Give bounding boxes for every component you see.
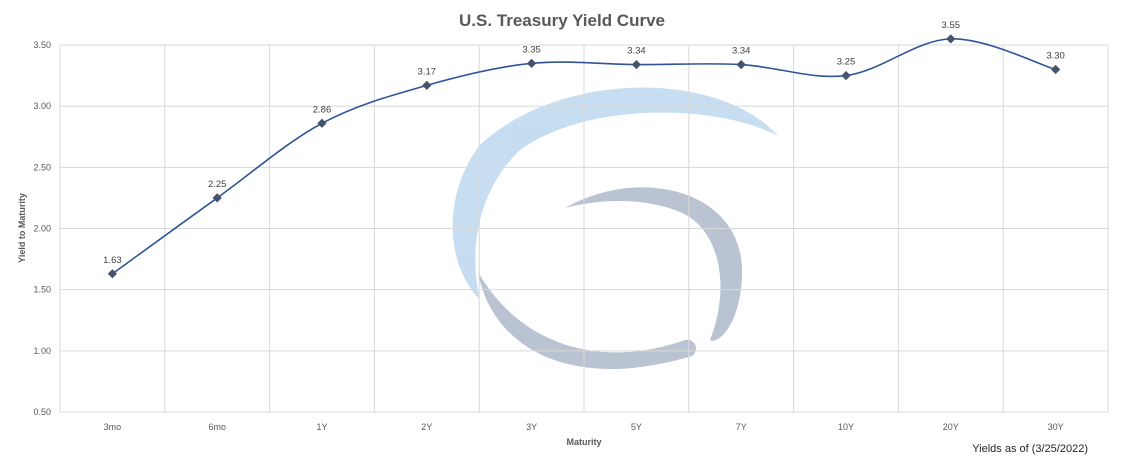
x-tick-label: 7Y <box>736 422 747 432</box>
watermark-logo <box>452 87 778 369</box>
data-label: 3.55 <box>942 20 961 31</box>
x-axis-title: Maturity <box>566 437 601 447</box>
axes: 0.50 1.00 1.50 2.00 2.50 3.00 3.50 3mo 6mo 1Y 2Y 3Y… <box>33 40 1063 432</box>
data-label: 2.86 <box>313 104 332 115</box>
data-label: 3.30 <box>1046 50 1065 61</box>
x-tick-label: 10Y <box>838 422 854 432</box>
data-point-marker <box>946 34 956 44</box>
data-label: 3.25 <box>837 57 856 68</box>
data-label: 2.25 <box>208 179 227 190</box>
data-label: 3.34 <box>627 46 646 57</box>
data-point-marker <box>736 59 746 70</box>
gridlines <box>59 44 1109 413</box>
y-tick-label: 1.50 <box>33 285 51 295</box>
x-tick-label: 5Y <box>631 422 642 432</box>
y-tick-label: 3.00 <box>33 101 51 111</box>
data-point-marker <box>422 80 432 90</box>
data-point-marker <box>631 59 642 70</box>
x-tick-label: 1Y <box>316 422 327 432</box>
data-labels: 1.63 2.25 2.86 3.17 3.35 3.34 3.34 3.25 3.55 3.30 <box>103 20 1065 266</box>
x-tick-label: 20Y <box>943 422 959 432</box>
y-tick-label: 0.50 <box>33 407 51 417</box>
x-tick-label: 2Y <box>421 422 432 432</box>
x-tick-label: 6mo <box>208 422 226 432</box>
series-markers <box>107 34 1061 279</box>
data-point-marker <box>107 269 118 279</box>
watermark-lower-swoosh <box>565 187 743 341</box>
y-tick-label: 2.00 <box>33 224 51 234</box>
series-line <box>111 38 1056 275</box>
data-label: 3.35 <box>522 44 541 55</box>
data-point-marker <box>1050 64 1061 75</box>
data-point-marker <box>212 193 222 203</box>
data-label: 1.63 <box>103 255 122 266</box>
yield-line <box>111 38 1056 275</box>
data-label: 3.34 <box>732 46 751 57</box>
data-point-marker <box>317 118 327 128</box>
x-tick-label: 30Y <box>1048 422 1064 432</box>
watermark-upper-swoosh <box>452 87 778 300</box>
x-tick-label: 3mo <box>104 422 122 432</box>
data-point-marker <box>526 58 537 68</box>
x-tick-label: 3Y <box>526 422 537 432</box>
y-tick-label: 1.00 <box>33 346 51 356</box>
y-axis-title: Yield to Maturity <box>17 193 27 263</box>
data-point-marker <box>841 70 851 81</box>
watermark-bottom-swoosh <box>478 272 696 369</box>
yields-as-of-footnote: Yields as of (3/25/2022) <box>972 443 1088 455</box>
y-tick-label: 3.50 <box>33 40 51 50</box>
y-tick-label: 2.50 <box>33 162 51 172</box>
chart-title: U.S. Treasury Yield Curve <box>459 11 665 30</box>
data-label: 3.17 <box>418 66 437 77</box>
